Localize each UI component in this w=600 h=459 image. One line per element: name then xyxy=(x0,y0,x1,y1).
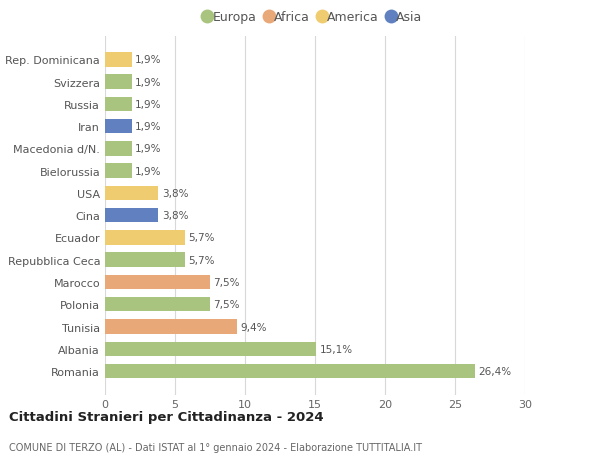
Text: 7,5%: 7,5% xyxy=(214,300,240,309)
Bar xyxy=(105,342,316,356)
Bar xyxy=(105,319,236,334)
Text: 1,9%: 1,9% xyxy=(135,144,161,154)
Text: 1,9%: 1,9% xyxy=(135,166,161,176)
Text: 26,4%: 26,4% xyxy=(478,366,511,376)
Bar xyxy=(105,120,131,134)
Text: 1,9%: 1,9% xyxy=(135,55,161,65)
Bar xyxy=(105,75,131,90)
Bar xyxy=(105,208,158,223)
Bar xyxy=(105,253,185,268)
Bar xyxy=(105,97,131,112)
Text: 1,9%: 1,9% xyxy=(135,122,161,132)
Text: 5,7%: 5,7% xyxy=(188,255,215,265)
Text: 9,4%: 9,4% xyxy=(240,322,266,332)
Text: 1,9%: 1,9% xyxy=(135,100,161,110)
Text: 15,1%: 15,1% xyxy=(320,344,353,354)
Text: 5,7%: 5,7% xyxy=(188,233,215,243)
Text: 3,8%: 3,8% xyxy=(162,189,188,198)
Text: 1,9%: 1,9% xyxy=(135,78,161,87)
Bar xyxy=(105,142,131,157)
Text: 7,5%: 7,5% xyxy=(214,277,240,287)
Text: 3,8%: 3,8% xyxy=(162,211,188,221)
Text: COMUNE DI TERZO (AL) - Dati ISTAT al 1° gennaio 2024 - Elaborazione TUTTITALIA.I: COMUNE DI TERZO (AL) - Dati ISTAT al 1° … xyxy=(9,442,422,452)
Text: Cittadini Stranieri per Cittadinanza - 2024: Cittadini Stranieri per Cittadinanza - 2… xyxy=(9,410,323,423)
Bar xyxy=(105,53,131,67)
Bar xyxy=(105,186,158,201)
Bar xyxy=(105,275,210,290)
Bar xyxy=(105,164,131,179)
Legend: Europa, Africa, America, Asia: Europa, Africa, America, Asia xyxy=(205,9,425,27)
Bar xyxy=(105,364,475,379)
Bar xyxy=(105,231,185,245)
Bar xyxy=(105,297,210,312)
